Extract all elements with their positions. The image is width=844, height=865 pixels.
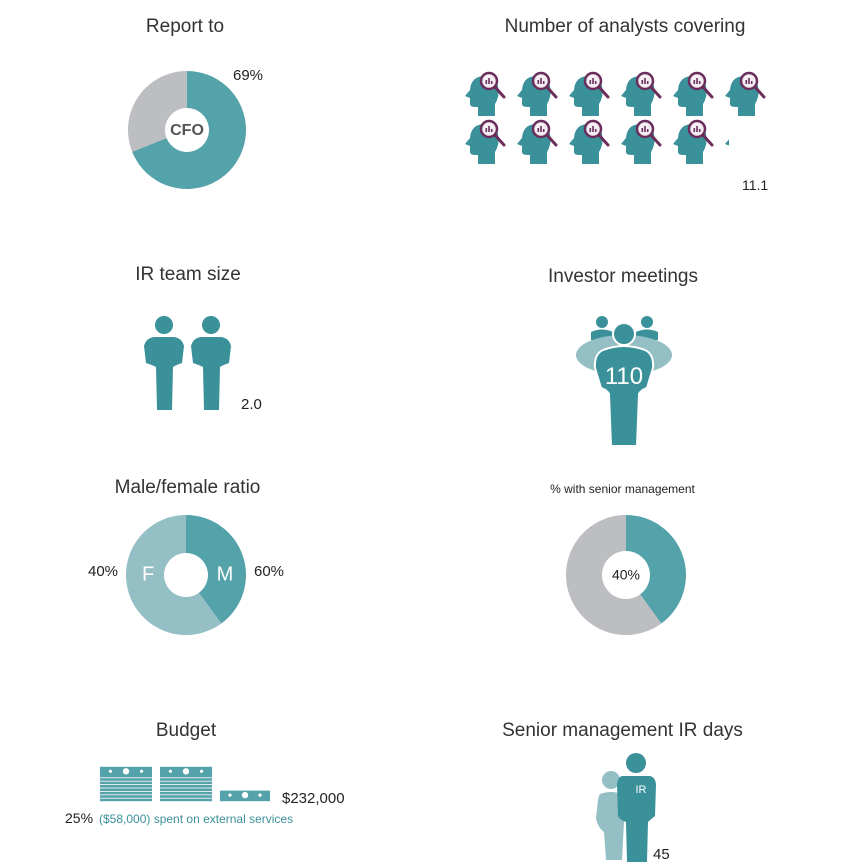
analyst-icon	[465, 119, 506, 164]
report-to-title: Report to	[145, 16, 225, 37]
executive-person-icon: IR	[596, 753, 656, 862]
senior-mgmt-value: 40%	[612, 567, 640, 583]
female-letter: F	[142, 563, 154, 585]
analyst-icon	[673, 119, 714, 164]
meeting-group-icon: 110	[576, 316, 672, 447]
ir-team-people	[144, 316, 231, 410]
analyst-icon	[569, 71, 610, 116]
report-to-donut: CFO	[128, 71, 246, 189]
female-percent: 60%	[254, 563, 285, 580]
analysts-title: Number of analysts covering	[504, 16, 746, 37]
person-icon	[191, 316, 231, 410]
budget-total: $232,000	[282, 790, 345, 807]
investor-meetings-value: 110	[605, 363, 643, 390]
analyst-icon	[517, 71, 558, 116]
ir-team-title: IR team size	[135, 264, 241, 285]
senior-mgmt-donut: 40%	[566, 515, 686, 635]
money-stack-icon	[100, 766, 152, 802]
analyst-icon	[517, 119, 558, 164]
analyst-icon	[621, 119, 662, 164]
analyst-icon	[465, 71, 506, 116]
report-to-value: 69%	[233, 67, 264, 84]
ir-badge: IR	[636, 784, 647, 796]
analyst-icon	[569, 119, 610, 164]
other-slice	[128, 71, 187, 152]
female-slice	[126, 515, 222, 635]
gender-donut: MF	[126, 515, 246, 635]
analyst-icon-grid	[465, 71, 766, 164]
money-stack-icon	[160, 766, 212, 802]
person-icon	[144, 316, 184, 410]
analyst-icon	[725, 71, 766, 116]
budget-external-detail: ($58,000) spent on external services	[99, 812, 294, 826]
gender-title: Male/female ratio	[114, 477, 261, 498]
budget-title: Budget	[155, 720, 217, 741]
analyst-icon	[673, 71, 714, 116]
male-letter: M	[217, 563, 234, 585]
male-slice	[186, 515, 246, 624]
male-percent: 40%	[88, 563, 119, 580]
money-stack-icon	[220, 790, 270, 802]
senior-mgmt-title: % with senior management	[550, 482, 695, 496]
ir-team-value: 2.0	[241, 396, 262, 413]
analyst-icon	[621, 71, 662, 116]
analyst-icon	[725, 139, 729, 146]
analysts-value: 11.1	[742, 177, 769, 193]
budget-external-pct: 25%	[65, 810, 94, 826]
ir-days-title: Senior management IR days	[502, 720, 743, 741]
cfo-center-label: CFO	[170, 122, 204, 139]
investor-meetings-title: Investor meetings	[548, 266, 698, 287]
money-stacks	[100, 766, 270, 802]
cfo-slice	[132, 71, 246, 189]
senior-mgmt-slice	[626, 515, 686, 624]
remainder-slice	[566, 515, 662, 635]
ir-days-value: 45	[653, 846, 670, 863]
